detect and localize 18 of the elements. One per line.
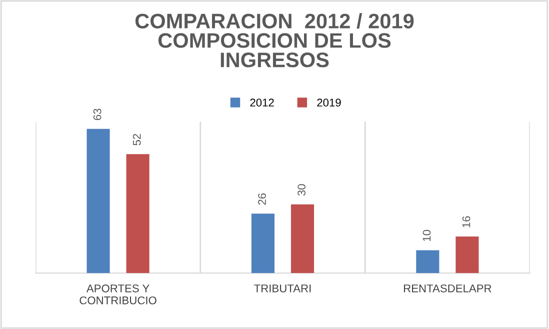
data-label: 26: [258, 193, 266, 205]
bar: [86, 128, 110, 274]
bar: [416, 250, 440, 274]
legend-label: 2019: [317, 98, 341, 107]
bar: [456, 236, 479, 274]
x-tick-label: APORTES Y CONTRIBUCIO: [80, 284, 156, 304]
x-tick-label: TRIBUTARI: [254, 284, 311, 292]
data-label: 10: [422, 230, 431, 242]
chart-title: COMPARACION 2012 / 2019 COMPOSICION DE LOS INGRESOS: [135, 13, 414, 68]
data-label: 52: [132, 134, 141, 146]
data-label: 16: [462, 216, 470, 228]
data-label: 30: [298, 184, 306, 196]
bar: [126, 154, 150, 274]
bar: [251, 214, 274, 274]
data-label: 63: [93, 108, 102, 120]
x-tick-label: RENTASDELAPR: [404, 284, 492, 292]
bar: [290, 204, 314, 274]
legend-label: 2012: [250, 98, 274, 107]
